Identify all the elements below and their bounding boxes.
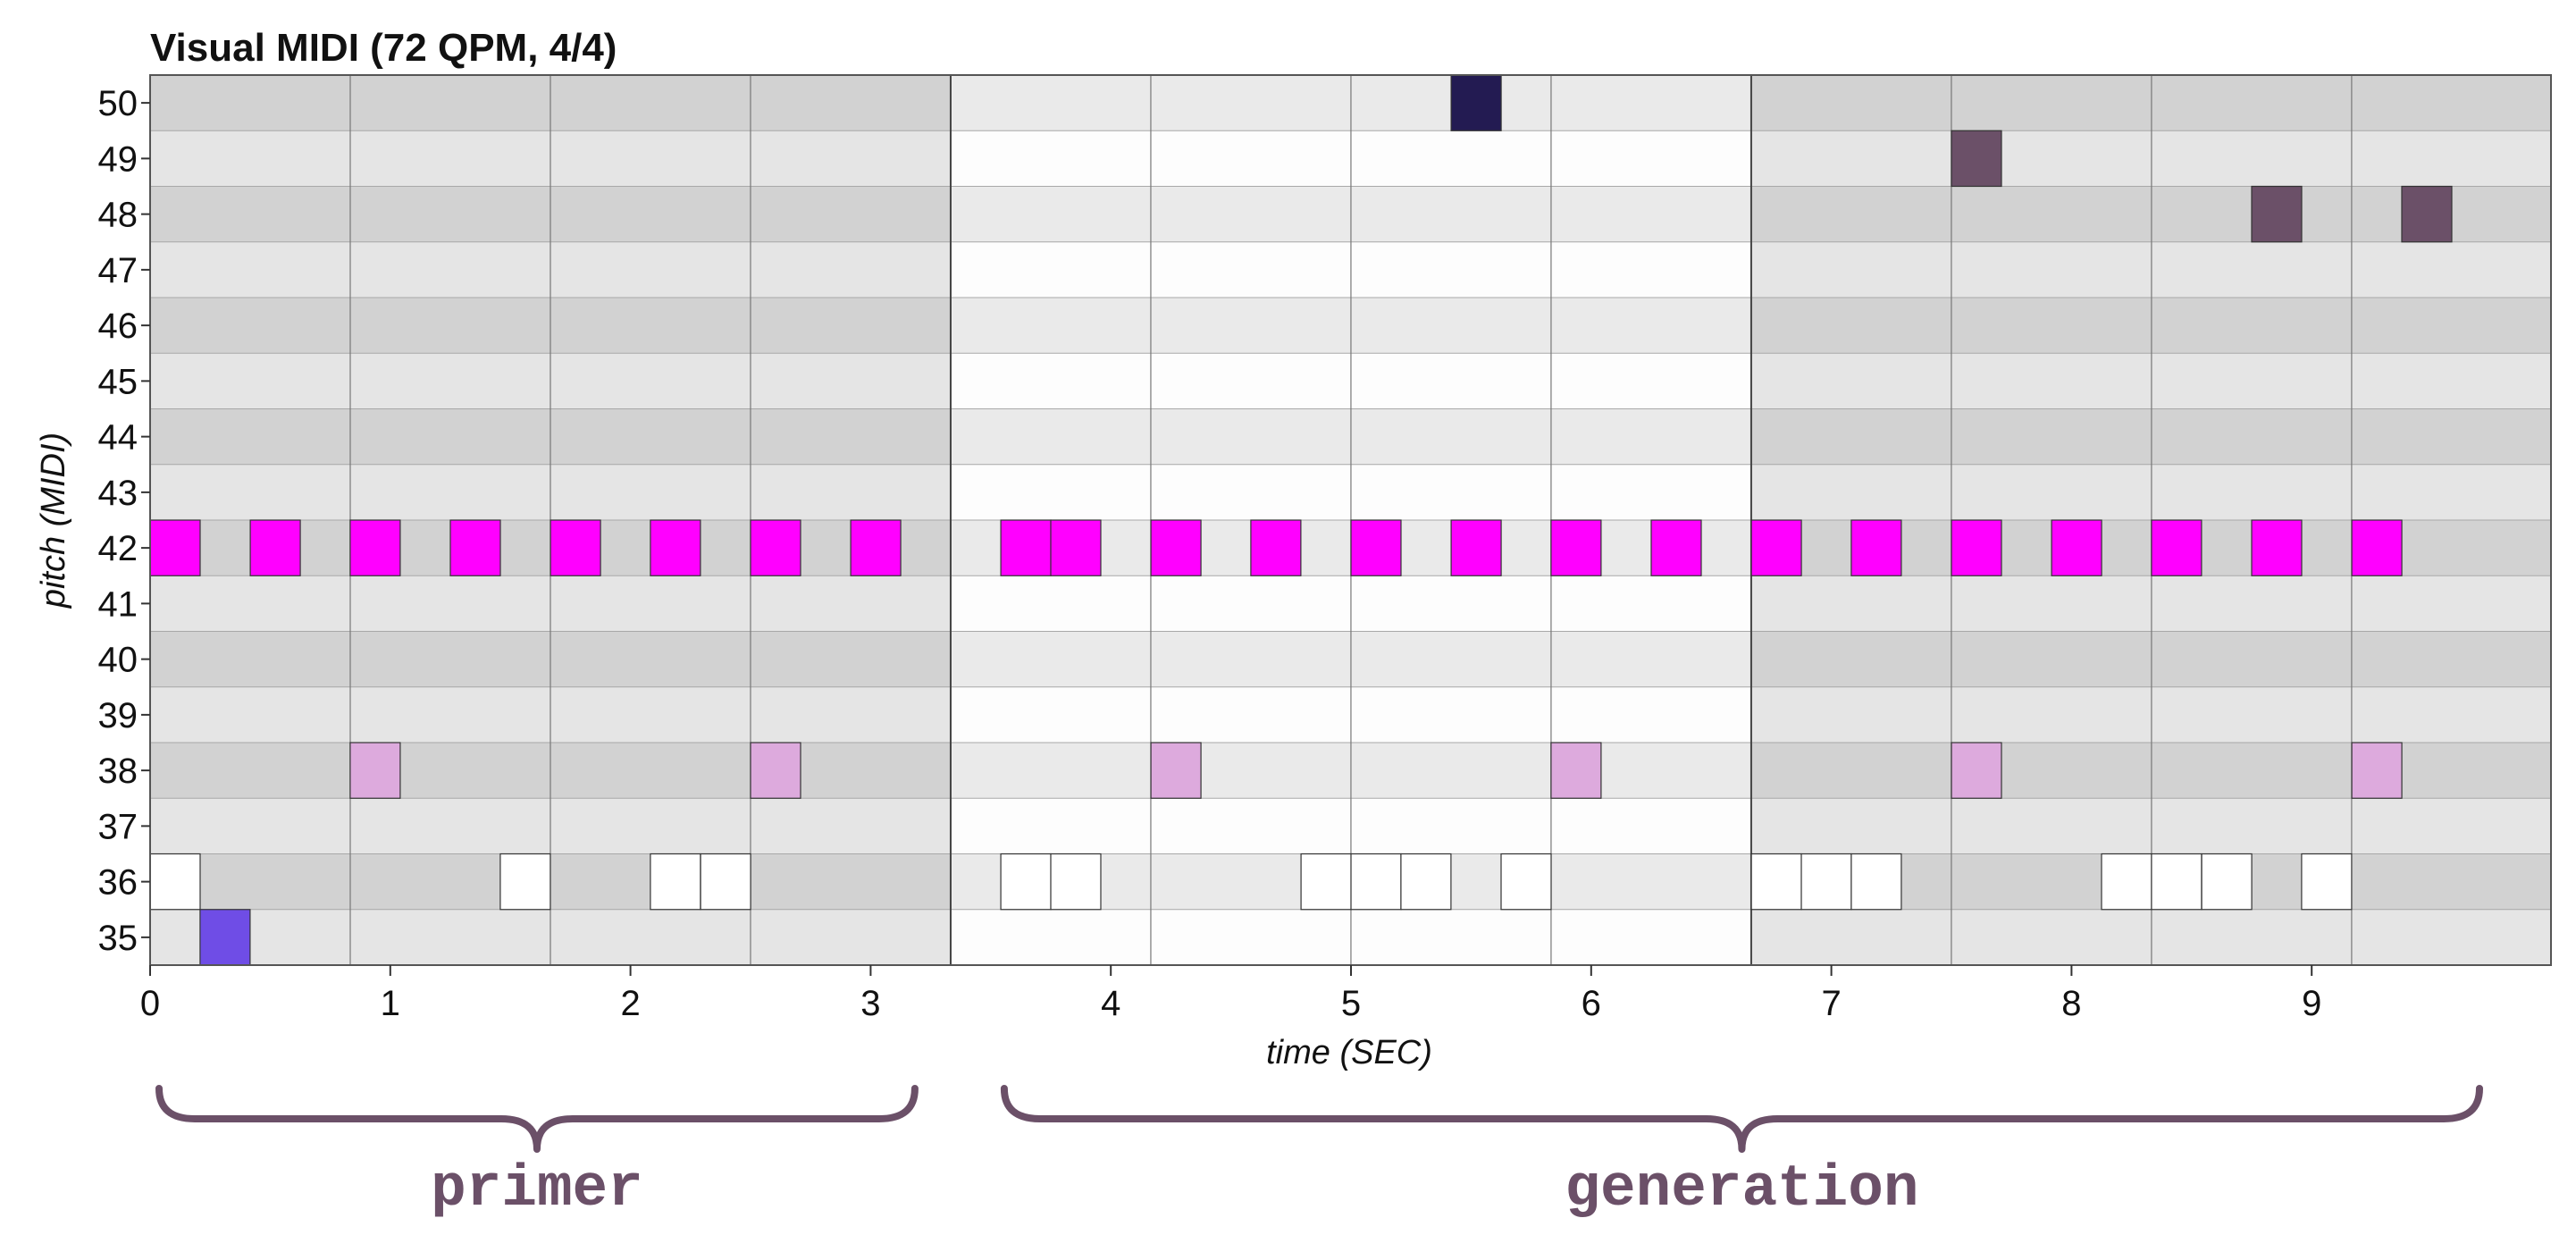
note-36-32 xyxy=(700,853,751,911)
y-tick-label: 45 xyxy=(98,362,138,401)
y-tick-label: 48 xyxy=(98,196,138,235)
y-tick-label: 43 xyxy=(98,474,138,513)
x-tick-label: 7 xyxy=(1821,984,1841,1023)
section-brace-primer xyxy=(155,1085,919,1153)
x-axis-label: time (SEC) xyxy=(1266,1034,1432,1071)
note-42-8 xyxy=(1000,519,1052,576)
section-brackets: primer generation xyxy=(155,1085,2483,1222)
note-36-40 xyxy=(1800,853,1852,911)
note-36-43 xyxy=(2151,853,2203,911)
note-42-2 xyxy=(349,519,401,576)
note-48-50 xyxy=(2401,185,2453,243)
x-tick-label: 4 xyxy=(1101,984,1120,1023)
note-42-22 xyxy=(2351,519,2403,576)
y-tick-label: 50 xyxy=(98,84,138,123)
note-36-42 xyxy=(2101,853,2152,911)
x-tick-label: 0 xyxy=(140,984,160,1023)
y-tick-label: 37 xyxy=(98,807,138,846)
note-42-18 xyxy=(1951,519,2002,576)
x-tick-label: 9 xyxy=(2302,984,2321,1023)
note-42-16 xyxy=(1750,519,1802,576)
x-axis-ticks: 0 1 2 3 4 5 6 7 8 9 xyxy=(140,965,2321,1023)
note-42-10 xyxy=(1150,519,1202,576)
note-48-49 xyxy=(2251,185,2303,243)
note-42-0 xyxy=(149,519,201,576)
note-36-41 xyxy=(1850,853,1902,911)
y-tick-label: 36 xyxy=(98,863,138,903)
chart-title: Visual MIDI (72 QPM, 4/4) xyxy=(150,26,617,70)
note-42-1 xyxy=(249,519,301,576)
y-tick-label: 44 xyxy=(98,418,138,458)
y-tick-label: 47 xyxy=(98,251,138,290)
y-tick-label: 49 xyxy=(98,139,138,179)
note-42-9 xyxy=(1050,519,1102,576)
note-36-39 xyxy=(1750,853,1802,911)
note-38-27 xyxy=(1951,742,2002,799)
note-36-31 xyxy=(650,853,701,911)
note-42-15 xyxy=(1650,519,1702,576)
note-42-4 xyxy=(550,519,601,576)
section-label-generation: generation xyxy=(1565,1155,1918,1222)
x-tick-label: 2 xyxy=(620,984,640,1023)
y-tick-label: 46 xyxy=(98,307,138,346)
y-tick-label: 35 xyxy=(98,919,138,958)
note-42-7 xyxy=(850,519,902,576)
note-36-33 xyxy=(1000,853,1052,911)
note-36-34 xyxy=(1050,853,1102,911)
note-36-38 xyxy=(1500,853,1552,911)
note-42-6 xyxy=(750,519,801,576)
x-tick-label: 8 xyxy=(2061,984,2081,1023)
note-38-24 xyxy=(750,742,801,799)
section-label-primer: primer xyxy=(431,1155,643,1222)
note-42-13 xyxy=(1450,519,1502,576)
note-36-36 xyxy=(1350,853,1402,911)
note-36-45 xyxy=(2301,853,2353,911)
note-38-26 xyxy=(1550,742,1602,799)
y-tick-label: 40 xyxy=(98,641,138,680)
note-50-47 xyxy=(1450,74,1502,131)
y-axis-label: pitch (MIDI) xyxy=(35,433,72,609)
x-tick-label: 3 xyxy=(860,984,880,1023)
y-tick-label: 41 xyxy=(98,584,138,624)
note-42-12 xyxy=(1350,519,1402,576)
note-36-29 xyxy=(149,853,201,911)
y-tick-label: 39 xyxy=(98,696,138,735)
note-42-11 xyxy=(1250,519,1302,576)
note-36-44 xyxy=(2201,853,2253,911)
x-tick-label: 1 xyxy=(381,984,400,1023)
note-38-28 xyxy=(2351,742,2403,799)
note-42-5 xyxy=(650,519,701,576)
note-49-48 xyxy=(1951,130,2002,188)
note-42-3 xyxy=(449,519,501,576)
y-axis-ticks: 35 36 37 38 39 40 41 42 43 44 45 46 47 48 49 50 xyxy=(98,84,150,958)
note-42-21 xyxy=(2251,519,2303,576)
note-36-37 xyxy=(1400,853,1452,911)
x-tick-label: 6 xyxy=(1582,984,1601,1023)
note-42-19 xyxy=(2051,519,2102,576)
note-35-46 xyxy=(199,909,251,966)
note-layer xyxy=(149,74,2453,966)
note-42-17 xyxy=(1850,519,1902,576)
note-42-14 xyxy=(1550,519,1602,576)
note-38-25 xyxy=(1150,742,1202,799)
note-36-30 xyxy=(499,853,551,911)
x-tick-label: 5 xyxy=(1341,984,1361,1023)
section-brace-generation xyxy=(1000,1085,2483,1153)
note-36-35 xyxy=(1300,853,1352,911)
note-38-23 xyxy=(349,742,401,799)
note-42-20 xyxy=(2151,519,2203,576)
y-tick-label: 38 xyxy=(98,752,138,791)
y-tick-label: 42 xyxy=(98,529,138,568)
